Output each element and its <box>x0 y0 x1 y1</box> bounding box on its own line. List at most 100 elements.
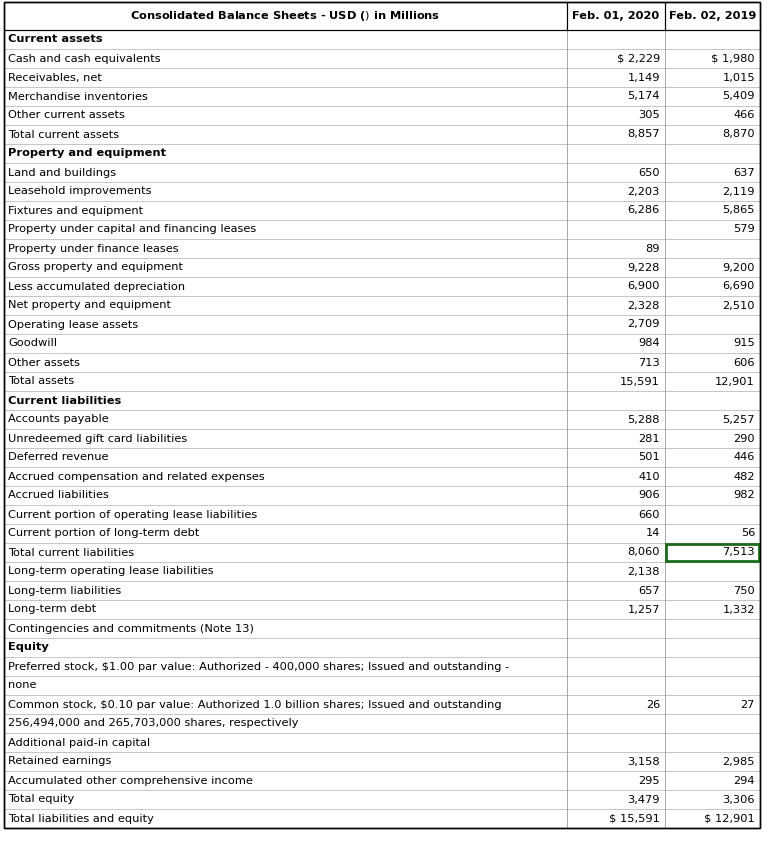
Text: Total current assets: Total current assets <box>8 130 119 140</box>
Text: Total equity: Total equity <box>8 795 74 805</box>
Text: 305: 305 <box>638 111 660 120</box>
Text: 8,870: 8,870 <box>723 130 755 140</box>
Text: 713: 713 <box>638 358 660 367</box>
Text: Less accumulated depreciation: Less accumulated depreciation <box>8 281 185 292</box>
Text: 2,510: 2,510 <box>723 300 755 311</box>
Text: 1,015: 1,015 <box>723 72 755 82</box>
Text: 650: 650 <box>638 167 660 178</box>
Text: 606: 606 <box>733 358 755 367</box>
Text: $ 12,901: $ 12,901 <box>704 813 755 824</box>
Text: Receivables, net: Receivables, net <box>8 72 102 82</box>
Text: Merchandise inventories: Merchandise inventories <box>8 92 148 101</box>
Text: 256,494,000 and 265,703,000 shares, respectively: 256,494,000 and 265,703,000 shares, resp… <box>8 718 299 728</box>
Text: 8,857: 8,857 <box>627 130 660 140</box>
Text: Land and buildings: Land and buildings <box>8 167 116 178</box>
Text: Total liabilities and equity: Total liabilities and equity <box>8 813 154 824</box>
Text: 984: 984 <box>638 339 660 348</box>
Text: $ 2,229: $ 2,229 <box>617 53 660 63</box>
Text: 446: 446 <box>733 452 755 462</box>
Text: 410: 410 <box>638 472 660 481</box>
Text: 9,200: 9,200 <box>723 263 755 273</box>
Text: 657: 657 <box>638 585 660 595</box>
Text: 5,409: 5,409 <box>723 92 755 101</box>
Text: 5,257: 5,257 <box>723 414 755 425</box>
Text: 12,901: 12,901 <box>715 377 755 386</box>
Text: Gross property and equipment: Gross property and equipment <box>8 263 183 273</box>
Text: Deferred revenue: Deferred revenue <box>8 452 108 462</box>
Text: Feb. 02, 2019: Feb. 02, 2019 <box>669 11 756 21</box>
Text: 3,479: 3,479 <box>627 795 660 805</box>
Text: 2,138: 2,138 <box>627 566 660 577</box>
Text: Total assets: Total assets <box>8 377 74 386</box>
Text: Current liabilities: Current liabilities <box>8 396 121 406</box>
Text: Net property and equipment: Net property and equipment <box>8 300 171 311</box>
Text: 3,306: 3,306 <box>723 795 755 805</box>
Text: Retained earnings: Retained earnings <box>8 757 111 766</box>
Text: Other assets: Other assets <box>8 358 80 367</box>
Text: 906: 906 <box>638 491 660 500</box>
Text: 9,228: 9,228 <box>627 263 660 273</box>
Text: 5,288: 5,288 <box>627 414 660 425</box>
Text: 750: 750 <box>733 585 755 595</box>
Text: 56: 56 <box>740 529 755 539</box>
Text: Cash and cash equivalents: Cash and cash equivalents <box>8 53 161 63</box>
Text: Long-term liabilities: Long-term liabilities <box>8 585 121 595</box>
Text: 290: 290 <box>733 433 755 444</box>
Text: 579: 579 <box>733 225 755 234</box>
Text: 5,174: 5,174 <box>627 92 660 101</box>
Text: 482: 482 <box>733 472 755 481</box>
Text: 295: 295 <box>638 776 660 786</box>
Text: $ 1,980: $ 1,980 <box>711 53 755 63</box>
Text: 466: 466 <box>733 111 755 120</box>
Text: Accrued compensation and related expenses: Accrued compensation and related expense… <box>8 472 265 481</box>
Text: Goodwill: Goodwill <box>8 339 57 348</box>
Text: Other current assets: Other current assets <box>8 111 125 120</box>
Text: Contingencies and commitments (Note 13): Contingencies and commitments (Note 13) <box>8 624 254 633</box>
Text: Accrued liabilities: Accrued liabilities <box>8 491 109 500</box>
Text: 5,865: 5,865 <box>723 206 755 215</box>
Text: 294: 294 <box>733 776 755 786</box>
Text: Property under finance leases: Property under finance leases <box>8 244 179 253</box>
Text: $ 15,591: $ 15,591 <box>609 813 660 824</box>
Text: Long-term operating lease liabilities: Long-term operating lease liabilities <box>8 566 214 577</box>
Text: 14: 14 <box>646 529 660 539</box>
Text: 1,332: 1,332 <box>723 605 755 614</box>
Text: Property and equipment: Property and equipment <box>8 148 166 159</box>
Text: Current portion of long-term debt: Current portion of long-term debt <box>8 529 200 539</box>
Text: Common stock, $0.10 par value: Authorized 1.0 billion shares; Issued and outstan: Common stock, $0.10 par value: Authorize… <box>8 699 502 710</box>
Text: 2,203: 2,203 <box>627 186 660 196</box>
Text: 915: 915 <box>733 339 755 348</box>
Text: 89: 89 <box>645 244 660 253</box>
Text: none: none <box>8 680 37 691</box>
Text: Current portion of operating lease liabilities: Current portion of operating lease liabi… <box>8 510 257 519</box>
Text: Current assets: Current assets <box>8 34 102 45</box>
Text: Leasehold improvements: Leasehold improvements <box>8 186 151 196</box>
Text: 26: 26 <box>646 699 660 710</box>
Text: Equity: Equity <box>8 643 48 652</box>
Text: Accumulated other comprehensive income: Accumulated other comprehensive income <box>8 776 253 786</box>
Text: Unredeemed gift card liabilities: Unredeemed gift card liabilities <box>8 433 187 444</box>
Text: 7,513: 7,513 <box>723 547 755 558</box>
Text: Feb. 01, 2020: Feb. 01, 2020 <box>572 11 660 21</box>
Text: Accounts payable: Accounts payable <box>8 414 109 425</box>
Text: Total current liabilities: Total current liabilities <box>8 547 134 558</box>
Text: Operating lease assets: Operating lease assets <box>8 319 138 329</box>
Text: 15,591: 15,591 <box>620 377 660 386</box>
Text: 27: 27 <box>740 699 755 710</box>
Text: Fixtures and equipment: Fixtures and equipment <box>8 206 143 215</box>
Text: 281: 281 <box>638 433 660 444</box>
Text: 660: 660 <box>638 510 660 519</box>
Text: Preferred stock, $1.00 par value: Authorized - 400,000 shares; Issued and outsta: Preferred stock, $1.00 par value: Author… <box>8 662 509 672</box>
Text: 2,119: 2,119 <box>723 186 755 196</box>
Text: 6,900: 6,900 <box>627 281 660 292</box>
Text: Property under capital and financing leases: Property under capital and financing lea… <box>8 225 257 234</box>
Bar <box>666 544 759 561</box>
Text: 6,690: 6,690 <box>723 281 755 292</box>
Text: 6,286: 6,286 <box>627 206 660 215</box>
Text: Additional paid-in capital: Additional paid-in capital <box>8 738 150 747</box>
Text: 1,257: 1,257 <box>627 605 660 614</box>
Text: Long-term debt: Long-term debt <box>8 605 96 614</box>
Text: 2,985: 2,985 <box>723 757 755 766</box>
Text: 2,328: 2,328 <box>627 300 660 311</box>
Text: 8,060: 8,060 <box>627 547 660 558</box>
